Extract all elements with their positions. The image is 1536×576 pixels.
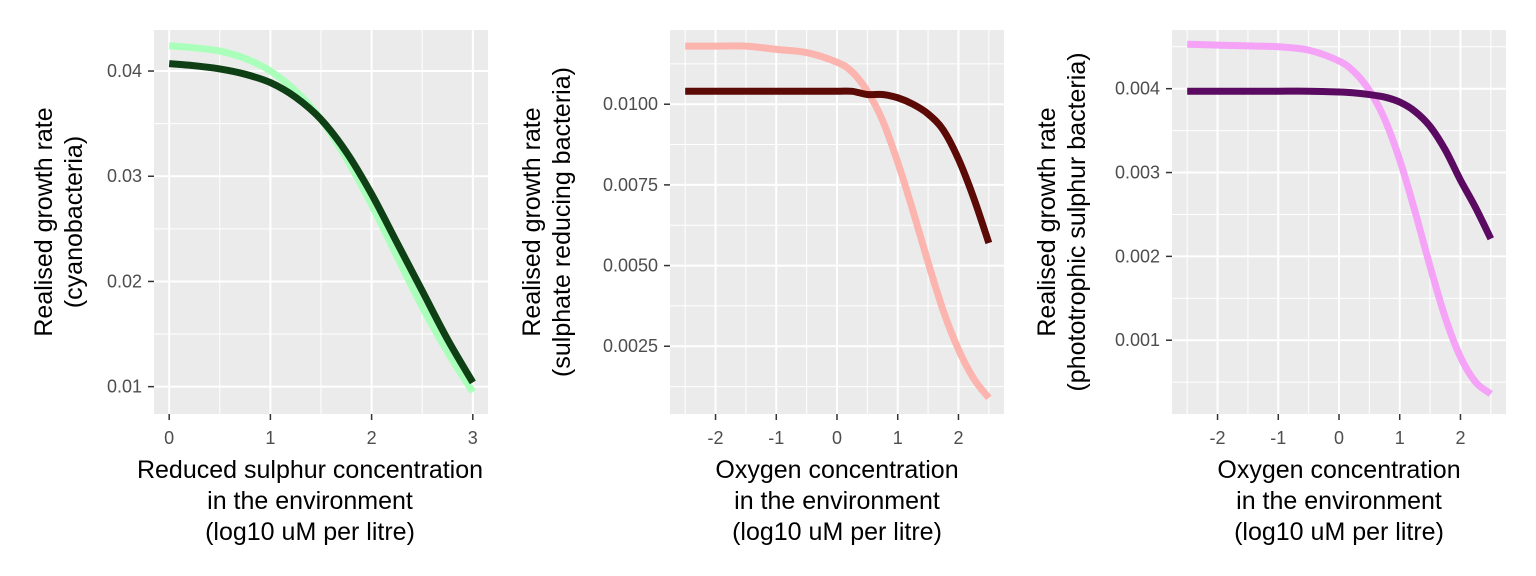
x-tick-label: 0: [832, 428, 842, 448]
x-tick-label: -1: [768, 428, 784, 448]
y-axis-title: Realised growth rate(phototrophic sulphu…: [1033, 52, 1091, 391]
y-tick-label: 0.004: [1115, 79, 1160, 99]
y-axis-title: Realised growth rate(cyanobacteria): [30, 107, 88, 336]
x-tick-label: 3: [468, 428, 478, 448]
x-tick-label: 0: [1334, 428, 1344, 448]
series-line-2: [168, 60, 476, 385]
y-tick-label: 0.001: [1115, 330, 1160, 350]
x-tick-label: 2: [1455, 428, 1465, 448]
series-line-1: [1187, 40, 1493, 397]
series-line-2: [1187, 87, 1494, 241]
x-tick-label: 2: [367, 428, 377, 448]
y-tick-label: 0.003: [1115, 163, 1160, 183]
x-tick-label: -2: [708, 428, 724, 448]
x-tick-label: -1: [1270, 428, 1286, 448]
y-tick-label: 0.0050: [603, 256, 658, 276]
y-tick-label: 0.04: [107, 61, 142, 81]
phototrophic-sulphur-bacteria-growth-chart: -2 -1 0 1 2 0.001 0.002 0.003 0.004 Oxygen concen…: [1033, 30, 1506, 546]
y-tick-label: 0.03: [107, 166, 142, 186]
cyanobacteria-growth-chart: 0 1 2 3 0.01 0.02 0.03 0.04 Reduced sulphur conc…: [30, 30, 488, 546]
x-tick-label: 1: [265, 428, 275, 448]
x-axis-title: Oxygen concentration in the environment (l…: [715, 456, 958, 546]
y-tick-label: 0.01: [107, 377, 142, 397]
x-tick-label: 2: [953, 428, 963, 448]
y-tick-label: 0.0100: [603, 94, 658, 114]
y-axis-title: Realised growth rate(sulphate reducing b…: [518, 67, 576, 377]
series-line-1: [685, 42, 992, 401]
x-tick-label: 0: [164, 428, 174, 448]
y-tick-label: 0.02: [107, 271, 142, 291]
y-tick-label: 0.0025: [603, 336, 658, 356]
series-line-2: [685, 87, 993, 245]
x-tick-label: 1: [893, 428, 903, 448]
x-axis-title: Reduced sulphur concentration in the envi…: [137, 456, 483, 546]
sulphate-reducing-bacteria-growth-chart: -2 -1 0 1 2 0.0025 0.0050 0.0075 0.0100 Oxygen co…: [518, 30, 1004, 546]
y-tick-label: 0.0075: [603, 175, 658, 195]
x-tick-label: 1: [1395, 428, 1405, 448]
x-tick-label: -2: [1210, 428, 1226, 448]
y-tick-label: 0.002: [1115, 246, 1160, 266]
x-axis-title: Oxygen concentration in the environment (l…: [1217, 456, 1460, 546]
